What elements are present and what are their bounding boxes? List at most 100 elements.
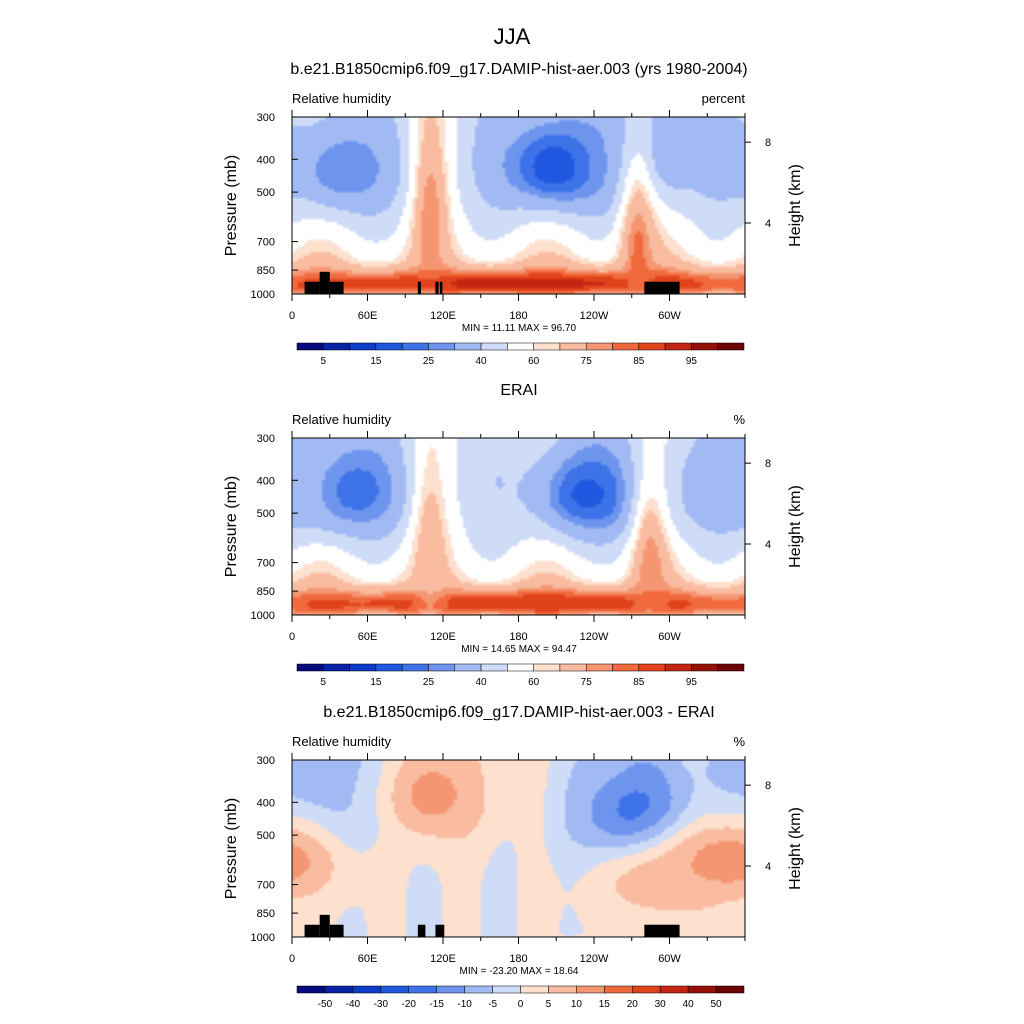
colorbar-swatch [492, 985, 521, 994]
colorbar-label: 40 [475, 677, 487, 688]
colorbar-swatch [352, 985, 382, 994]
y-tick-label: 700 [257, 880, 275, 892]
colorbar-label: 15 [370, 356, 382, 367]
orography-mask [329, 281, 344, 294]
colorbar-swatch [612, 663, 640, 672]
colorbar-label: 0 [518, 999, 524, 1010]
orography-mask [417, 281, 421, 294]
colorbar-swatch [520, 985, 549, 994]
colorbar-label: -50 [318, 999, 333, 1010]
x-tick-label: 60E [358, 631, 378, 643]
colorbar-swatch [612, 342, 640, 351]
orography-mask [644, 924, 680, 937]
colorbar-swatch [576, 985, 605, 994]
colorbar-label: 75 [581, 677, 593, 688]
colorbar-label: 30 [655, 999, 667, 1010]
y-tick-label: 300 [257, 755, 275, 767]
y2-tick-label: 8 [765, 137, 771, 149]
colorbar-swatch [428, 342, 456, 351]
colorbar-label: 15 [370, 677, 382, 688]
contour-field [292, 760, 745, 937]
colorbar: 5 15 25 40 60 75 85 95 [296, 663, 745, 688]
colorbar-swatch [480, 342, 508, 351]
colorbar-swatch [454, 663, 482, 672]
colorbar-label: 25 [423, 677, 435, 688]
y-tick-label: 500 [257, 508, 275, 520]
colorbar-label: 15 [599, 999, 611, 1010]
colorbar-label: 40 [475, 356, 487, 367]
colorbar-swatch [436, 985, 465, 994]
colorbar-swatch [604, 985, 633, 994]
colorbar-label: -40 [346, 999, 361, 1010]
units-label: percent [702, 91, 746, 106]
colorbar: 5 15 25 40 60 75 85 95 [296, 342, 745, 367]
x-tick-label: 60E [358, 310, 378, 322]
x-tick-label: 60W [658, 631, 681, 643]
colorbar-swatch [507, 663, 534, 672]
x-tick-label: 60E [358, 953, 378, 965]
x-tick-label: 120E [430, 631, 456, 643]
panel-title: b.e21.B1850cmip6.f09_g17.DAMIP-hist-aer.… [323, 704, 714, 721]
colorbar-swatch [559, 342, 587, 351]
y2-tick-label: 4 [765, 539, 771, 551]
colorbar-swatch [464, 985, 493, 994]
x-tick-label: 180 [509, 310, 527, 322]
y-tick-label: 500 [257, 830, 275, 842]
variable-label: Relative humidity [292, 412, 391, 427]
colorbar-swatch [548, 985, 577, 994]
variable-label: Relative humidity [292, 91, 391, 106]
orography-mask [304, 924, 320, 937]
orography-mask [435, 924, 445, 937]
page-title: JJA [494, 24, 531, 49]
colorbar-label: 5 [321, 677, 327, 688]
units-label: % [733, 734, 745, 749]
colorbar-label: 95 [686, 677, 698, 688]
colorbar-swatch [507, 342, 534, 351]
colorbar-swatch [324, 985, 354, 994]
x-tick-label: 60W [658, 953, 681, 965]
colorbar-swatch [296, 663, 324, 672]
y-axis-label: Pressure (mb) [223, 155, 240, 256]
colorbar-swatch [717, 663, 745, 672]
colorbar-label: 85 [633, 677, 645, 688]
min-max-stats: MIN = -23.20 MAX = 18.64 [460, 966, 579, 977]
min-max-stats: MIN = 14.65 MAX = 94.47 [461, 644, 577, 655]
panel-1: b.e21.B1850cmip6.f09_g17.DAMIP-hist-aer.… [223, 61, 804, 367]
x-tick-label: 120W [580, 631, 609, 643]
orography-mask [417, 924, 426, 937]
colorbar-label: -10 [457, 999, 472, 1010]
colorbar-swatch [664, 663, 692, 672]
x-tick-label: 120W [580, 310, 609, 322]
colorbar-label: 75 [581, 356, 593, 367]
colorbar-swatch [401, 663, 429, 672]
x-tick-label: 180 [509, 953, 527, 965]
y-tick-label: 1000 [251, 932, 275, 944]
orography-mask [319, 271, 330, 294]
y-axis-label: Pressure (mb) [223, 798, 240, 899]
colorbar-label: 40 [683, 999, 695, 1010]
panel-title: ERAI [500, 382, 537, 399]
colorbar-label: 60 [528, 356, 540, 367]
y2-tick-label: 4 [765, 218, 771, 230]
colorbar-label: 20 [627, 999, 639, 1010]
y-tick-label: 400 [257, 797, 275, 809]
orography-mask [435, 281, 439, 294]
orography-mask [304, 281, 320, 294]
colorbar-swatch [375, 342, 403, 351]
x-tick-label: 180 [509, 631, 527, 643]
min-max-stats: MIN = 11.11 MAX = 96.70 [462, 323, 577, 334]
colorbar-swatch [559, 663, 587, 672]
colorbar-swatch [632, 985, 661, 994]
units-label: % [733, 412, 745, 427]
colorbar-swatch [687, 985, 717, 994]
colorbar-swatch [380, 985, 409, 994]
y2-axis-label: Height (km) [787, 807, 804, 890]
y-tick-label: 400 [257, 475, 275, 487]
x-tick-label: 0 [289, 310, 295, 322]
y2-tick-label: 8 [765, 780, 771, 792]
x-tick-label: 60W [658, 310, 681, 322]
colorbar-swatch [480, 663, 508, 672]
y-axis-label: Pressure (mb) [223, 476, 240, 577]
